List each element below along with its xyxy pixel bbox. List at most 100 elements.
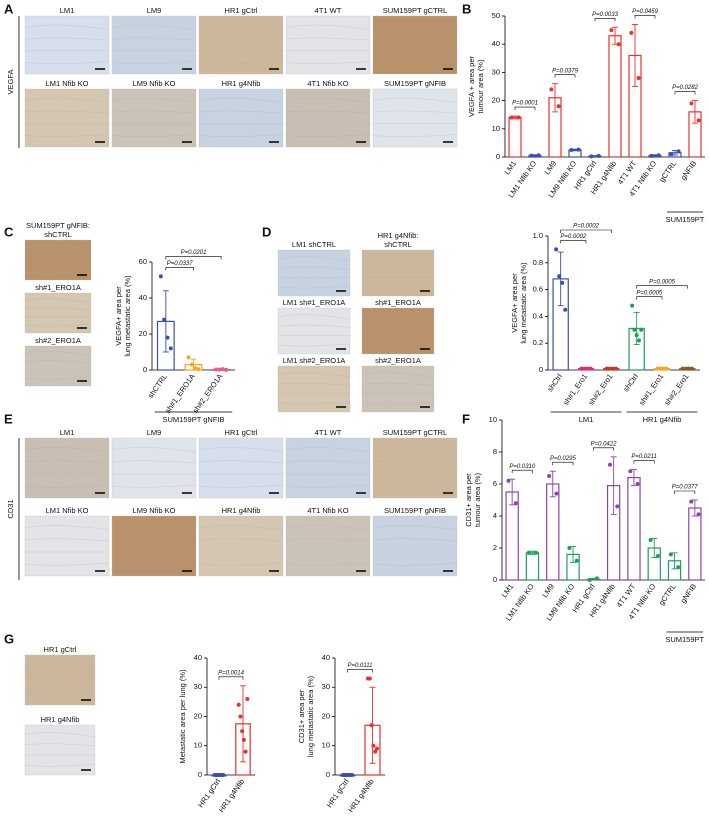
y-tick-label: 0.6 — [533, 285, 543, 294]
y-tick-label: 20 — [492, 96, 500, 105]
significance-bracket — [514, 106, 536, 111]
data-point — [193, 366, 198, 371]
data-point — [649, 153, 654, 158]
data-point — [554, 247, 559, 252]
data-point — [616, 42, 621, 47]
panel-letter: G — [4, 631, 14, 646]
micrograph — [372, 515, 458, 577]
x-tick-label: LM1 — [503, 159, 519, 176]
tissue-texture — [111, 562, 197, 566]
data-point — [689, 101, 694, 106]
panel-letter: E — [4, 411, 13, 426]
significance-bracket — [347, 669, 373, 673]
significance-bracket — [593, 447, 614, 451]
tissue-texture — [361, 285, 435, 289]
tile-label: LM1 — [60, 6, 75, 15]
data-point — [569, 147, 574, 152]
tissue-texture — [24, 270, 92, 274]
y-axis-label: lung metastatic area (%) — [123, 275, 132, 357]
group-label: LM1 — [579, 415, 594, 424]
p-value: P=0.0310 — [509, 464, 536, 470]
tissue-texture — [372, 538, 458, 542]
tissue-texture — [111, 460, 197, 464]
tissue-texture — [198, 134, 284, 137]
y-tick-label: 0 — [539, 365, 543, 374]
data-point — [574, 558, 579, 563]
x-tick-label: shCtrl — [621, 372, 640, 393]
tile-label: SUM159PT gCTRL — [383, 6, 447, 15]
data-point — [563, 307, 568, 312]
data-point — [587, 578, 592, 582]
data-point — [576, 147, 581, 152]
significance-bracket — [636, 296, 663, 300]
micrograph — [285, 437, 371, 499]
significance-bracket — [560, 229, 612, 233]
error-bar — [651, 537, 658, 559]
p-value: P=0.0005 — [636, 290, 663, 296]
data-point — [168, 346, 173, 351]
error-bar — [570, 545, 577, 563]
tissue-texture — [361, 324, 435, 328]
data-point — [658, 366, 663, 371]
p-value: P=0.0337 — [167, 261, 194, 267]
tissue-texture — [372, 447, 458, 453]
data-point — [547, 474, 552, 478]
micrograph — [198, 515, 284, 577]
tissue-texture — [24, 24, 110, 30]
data-point — [556, 104, 561, 109]
y-tick-label: 0 — [326, 770, 330, 779]
panel-letter: D — [262, 224, 271, 239]
tissue-texture — [285, 37, 371, 41]
data-point — [613, 366, 618, 371]
error-bar — [671, 552, 678, 570]
data-point — [196, 367, 201, 372]
tissue-texture — [372, 110, 458, 114]
y-tick-label: 30 — [194, 682, 202, 691]
micrograph — [361, 249, 435, 297]
tissue-texture — [24, 351, 92, 357]
tissue-texture — [24, 61, 110, 64]
error-bar — [557, 251, 564, 307]
data-point — [676, 149, 681, 154]
tile-label: sh#2_ERO1A — [375, 356, 421, 365]
tile-label: HR1 gCtrl — [225, 6, 258, 15]
x-tick-label: sh#2_Ero1 — [662, 372, 690, 407]
y-axis-label: lung metastatic area (%) — [519, 262, 528, 344]
y-tick-label: 0 — [496, 152, 500, 161]
y-tick-label: 4 — [493, 511, 497, 520]
data-point — [557, 274, 562, 279]
data-point — [549, 87, 554, 92]
tissue-texture — [198, 110, 284, 114]
bar — [627, 477, 641, 581]
stain-label: VEGFA — [6, 69, 15, 94]
micrograph — [24, 88, 110, 148]
micrograph — [198, 15, 284, 75]
tissue-texture — [24, 484, 110, 488]
p-value: P=0.0111 — [348, 663, 373, 669]
x-tick-label: HR1 g4Nfib — [346, 777, 376, 814]
tile-label: shCTRL — [44, 230, 72, 239]
y-tick-label: 30 — [322, 682, 330, 691]
tissue-texture — [372, 460, 458, 464]
error-bar — [509, 478, 516, 506]
y-tick-label: 10 — [489, 415, 497, 424]
micrograph — [24, 515, 110, 577]
error-bar — [692, 100, 698, 124]
y-tick-label: 60 — [139, 257, 147, 266]
data-point — [689, 499, 694, 504]
data-point — [683, 366, 688, 371]
tile-label: 4T1 WT — [315, 428, 342, 437]
data-point — [373, 749, 378, 754]
tissue-texture — [285, 24, 371, 30]
tissue-texture — [285, 97, 371, 103]
y-axis-label: CD31+ area per — [297, 689, 306, 743]
y-tick-label: 0 — [493, 575, 497, 584]
data-point — [668, 552, 673, 557]
y-tick-label: 2 — [493, 543, 497, 552]
bar — [688, 507, 702, 581]
tile-label: SUM159PT gNFIB — [384, 79, 446, 88]
tile-label: SUM159PT gCTRL — [383, 428, 447, 437]
stain-label: CD31 — [6, 499, 15, 518]
tissue-texture — [372, 61, 458, 64]
